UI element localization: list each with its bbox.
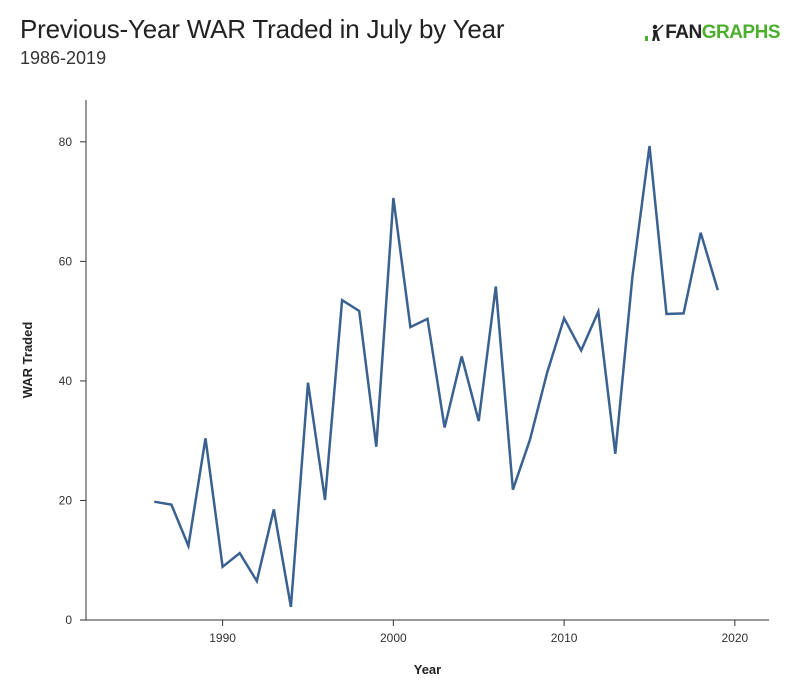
- batter-silhouette-icon: [645, 24, 664, 41]
- y-axis-title: WAR Traded: [20, 322, 35, 399]
- chart-ticks: 0 20 40 60 80 1990 2000 2010 2020: [59, 135, 749, 645]
- series-line: [154, 145, 719, 608]
- x-tick-label: 2010: [551, 631, 578, 645]
- y-tick-label: 0: [65, 613, 72, 627]
- y-tick-label: 40: [59, 374, 73, 388]
- x-tick-label: 2000: [380, 631, 407, 645]
- chart-subtitle: 1986-2019: [20, 48, 107, 68]
- chart-series: [154, 145, 719, 608]
- chart-title: Previous-Year WAR Traded in July by Year: [20, 14, 505, 44]
- fangraphs-logo[interactable]: FAN GRAPHS: [644, 22, 781, 44]
- logo-text-fan: FAN: [665, 22, 702, 43]
- y-tick-label: 20: [59, 493, 73, 507]
- x-tick-label: 1990: [209, 631, 236, 645]
- chart-axes: [85, 100, 769, 621]
- y-tick-label: 60: [59, 254, 73, 268]
- y-tick-label: 80: [59, 135, 73, 149]
- x-tick-label: 2020: [721, 631, 748, 645]
- x-axis-title: Year: [414, 662, 441, 677]
- logo-text-graphs: GRAPHS: [701, 22, 781, 43]
